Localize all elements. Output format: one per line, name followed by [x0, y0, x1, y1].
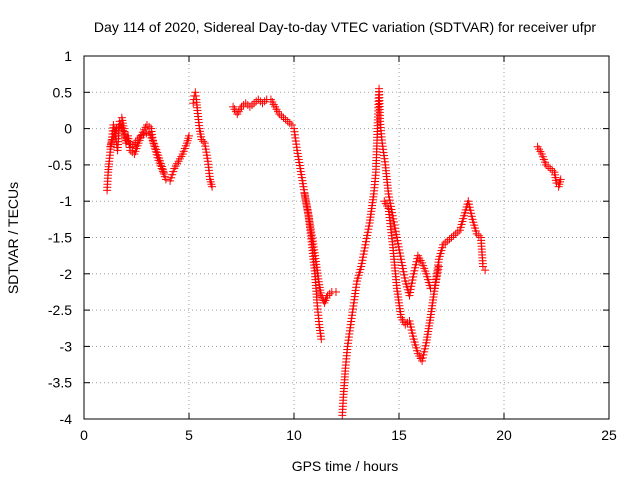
- y-tick-label: -1.5: [48, 230, 72, 246]
- data-point: [185, 131, 193, 140]
- grid: [84, 56, 609, 419]
- data-point: [542, 160, 550, 169]
- data-points: [103, 84, 565, 420]
- data-point: [283, 117, 292, 126]
- y-tick-label: -3: [60, 338, 73, 354]
- data-point: [199, 137, 208, 146]
- data-point: [401, 320, 410, 329]
- data-point: [245, 102, 254, 111]
- data-point: [159, 168, 168, 177]
- y-tick-label: -3.5: [48, 375, 72, 391]
- data-point: [443, 237, 452, 246]
- data-point: [481, 266, 490, 275]
- y-axis-ticks: 1 0.5 0 -0.5 -1 -1.5 -2 -2.5 -3 -3.5 -4: [48, 48, 609, 427]
- x-axis-ticks: 0 5 10 15 20 25: [80, 56, 617, 443]
- data-point: [254, 95, 263, 104]
- data-point: [544, 162, 553, 171]
- data-point: [281, 115, 290, 124]
- data-point: [112, 124, 121, 133]
- data-point: [191, 88, 200, 97]
- x-tick-label: 5: [185, 427, 193, 443]
- x-tick-label: 25: [601, 427, 617, 443]
- y-tick-label: -4: [60, 411, 73, 427]
- data-point: [472, 229, 481, 238]
- x-tick-label: 10: [286, 427, 302, 443]
- data-point: [556, 175, 565, 184]
- data-point: [447, 233, 456, 242]
- data-point: [241, 99, 250, 108]
- data-point: [479, 262, 487, 271]
- y-tick-label: -2.5: [48, 302, 72, 318]
- data-point: [143, 120, 151, 129]
- data-point: [258, 99, 267, 108]
- data-point: [449, 231, 458, 240]
- y-tick-label: -2: [60, 266, 73, 282]
- data-point: [451, 229, 460, 238]
- data-point: [250, 99, 259, 108]
- data-point: [434, 262, 443, 271]
- x-tick-label: 20: [496, 427, 512, 443]
- data-point: [441, 238, 450, 247]
- y-tick-label: 1: [64, 48, 72, 64]
- data-point: [161, 175, 170, 184]
- x-axis-label: GPS time / hours: [292, 458, 399, 474]
- chart-title: Day 114 of 2020, Sidereal Day-to-day VTE…: [94, 19, 596, 35]
- data-point: [323, 291, 332, 300]
- y-tick-label: -0.5: [48, 157, 72, 173]
- plot-frame: [83, 55, 610, 420]
- data-point: [277, 111, 286, 120]
- x-tick-label: 0: [80, 427, 88, 443]
- data-point: [191, 91, 200, 100]
- data-point: [439, 240, 448, 249]
- data-point: [453, 228, 462, 237]
- x-tick-label: 15: [391, 427, 407, 443]
- y-tick-label: 0: [64, 121, 72, 137]
- data-point: [237, 102, 246, 111]
- data-point: [325, 289, 334, 298]
- data-point: [279, 113, 288, 122]
- data-point: [332, 287, 340, 296]
- data-point: [260, 97, 269, 106]
- data-point: [285, 119, 294, 128]
- data-point: [248, 101, 256, 110]
- data-point: [546, 164, 555, 173]
- y-tick-label: 0.5: [53, 84, 73, 100]
- data-point: [208, 182, 217, 191]
- y-tick-label: -1: [60, 193, 73, 209]
- data-point: [474, 231, 483, 240]
- y-axis-label: SDTVAR / TECUs: [5, 182, 21, 294]
- data-point: [445, 235, 454, 244]
- data-point: [317, 335, 326, 344]
- data-point: [548, 166, 557, 175]
- data-point: [287, 120, 296, 129]
- data-point: [275, 110, 284, 119]
